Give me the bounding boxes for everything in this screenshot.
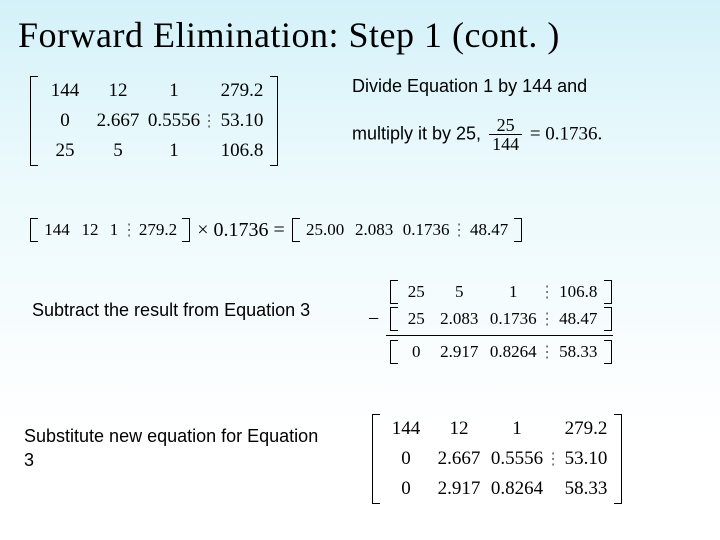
instruction-multiply-text: multiply it by 25,	[352, 123, 481, 143]
matrix-original: 144121 02.6670.5556 2551 ⋮ 279.2 53.10 1…	[30, 76, 278, 166]
subtraction-rule-line	[386, 335, 613, 336]
instruction-subtract: Subtract the result from Equation 3	[32, 298, 312, 322]
subtraction-block: 2551 ⋮ 106.8 − 252.0830.1736 ⋮ 48.47	[370, 280, 613, 364]
matrix-updated: 144121 02.6670.5556 02.9170.8264 ⋮ 279.2…	[372, 414, 622, 504]
aug-separator-icon: ⋮	[542, 307, 552, 331]
instruction-divide-line1: Divide Equation 1 by 144 and	[352, 76, 587, 97]
instruction-substitute: Substitute new equation for Equation 3	[24, 424, 324, 473]
aug-separator-icon: ⋮	[124, 218, 134, 242]
aug-separator-icon: ⋮	[454, 218, 464, 242]
fraction-25-144: 25 144	[489, 116, 522, 153]
minus-icon: −	[368, 308, 379, 331]
aug-separator-icon: ⋮	[542, 340, 552, 364]
row-multiply-equation: 144121 ⋮ 279.2 × 0.1736 = 25.002.0830.17…	[30, 218, 522, 242]
aug-separator-icon: ⋮	[548, 414, 558, 504]
aug-separator-icon: ⋮	[542, 280, 552, 304]
fraction-result: = 0.1736.	[525, 123, 602, 144]
aug-separator-icon: ⋮	[204, 76, 214, 166]
times-operator: × 0.1736 =	[197, 219, 285, 242]
page-title: Forward Elimination: Step 1 (cont. )	[0, 0, 720, 66]
instruction-divide-line2: multiply it by 25, 25 144 = 0.1736.	[352, 116, 602, 153]
